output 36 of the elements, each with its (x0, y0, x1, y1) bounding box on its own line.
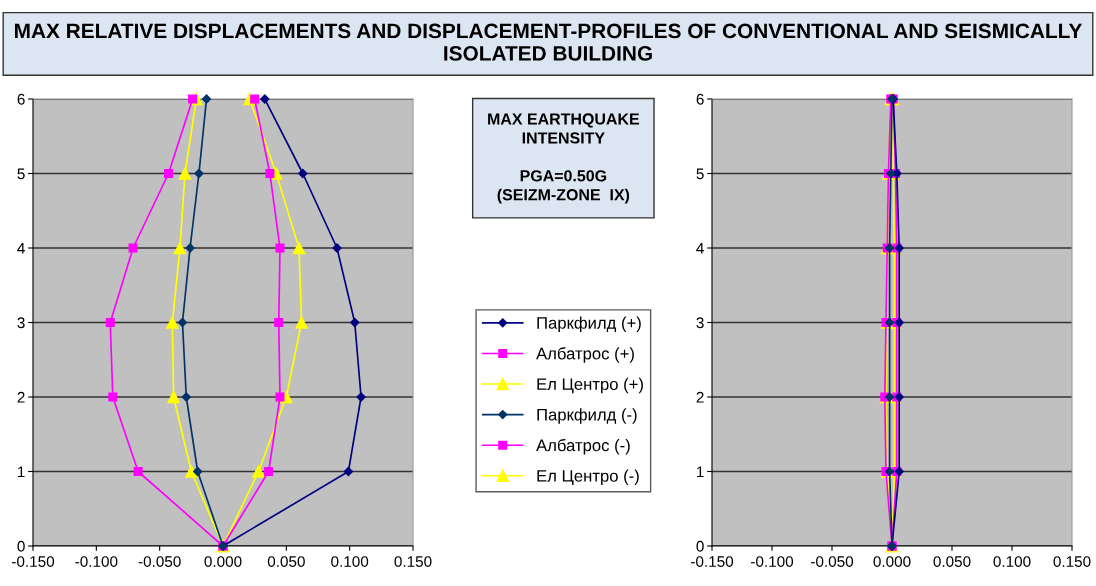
x-tick-label: 0.000 (873, 556, 911, 567)
x-tick-label: 0.050 (267, 556, 305, 567)
x-tick-label: -0.150 (691, 556, 734, 567)
x-tick-label: -0.150 (12, 556, 55, 567)
y-tick-label: 6 (696, 93, 704, 105)
x-tick-label: 0.000 (204, 556, 242, 567)
legend-label: Ел Центро (-) (537, 469, 639, 486)
x-tick-label: -0.100 (751, 556, 794, 567)
y-tick-label: 5 (696, 168, 704, 180)
legend-label: Паркфилд (+) (537, 316, 641, 333)
y-tick-label: 0 (696, 540, 704, 552)
x-tick-label: 0.100 (331, 556, 369, 567)
y-tick-label: 3 (696, 317, 704, 329)
y-tick-label: 2 (696, 391, 704, 403)
x-tick-label: 0.100 (993, 556, 1031, 567)
x-tick-label: 0.150 (394, 556, 432, 567)
x-tick-label: -0.050 (138, 556, 181, 567)
y-tick-label: 5 (17, 168, 25, 180)
y-tick-label: 1 (18, 466, 25, 478)
y-tick-label: 1 (697, 466, 704, 478)
x-tick-label: 0.050 (933, 556, 971, 567)
y-tick-label: 6 (17, 93, 25, 105)
legend-label: Албатрос (+) (536, 347, 634, 363)
y-tick-label: 4 (696, 243, 704, 254)
y-tick-label: 0 (17, 540, 25, 552)
y-tick-label: 3 (17, 317, 25, 329)
y-tick-label: 2 (17, 391, 25, 403)
y-tick-label: 4 (17, 243, 25, 254)
legend-label: Албатрос (-) (536, 438, 630, 455)
x-tick-label: -0.100 (75, 556, 118, 567)
legend-label: Ел Центро (+) (537, 377, 643, 394)
text: MAX EARTHQUAKE INTENSITY PGA=0.50G (SEIZM-ZONE IX) (488, 113, 640, 204)
x-tick-label: 0.150 (1053, 556, 1091, 567)
legend-label: Паркфилд (-) (537, 408, 637, 424)
text: MAX RELATIVE DISPLACEMENTS AND DISPLACEMENT-PROFILES OF CONVENTIONAL AND SEISMICALLY ISOLATED BUILDING (15, 23, 1083, 61)
x-tick-label: -0.050 (811, 556, 854, 567)
